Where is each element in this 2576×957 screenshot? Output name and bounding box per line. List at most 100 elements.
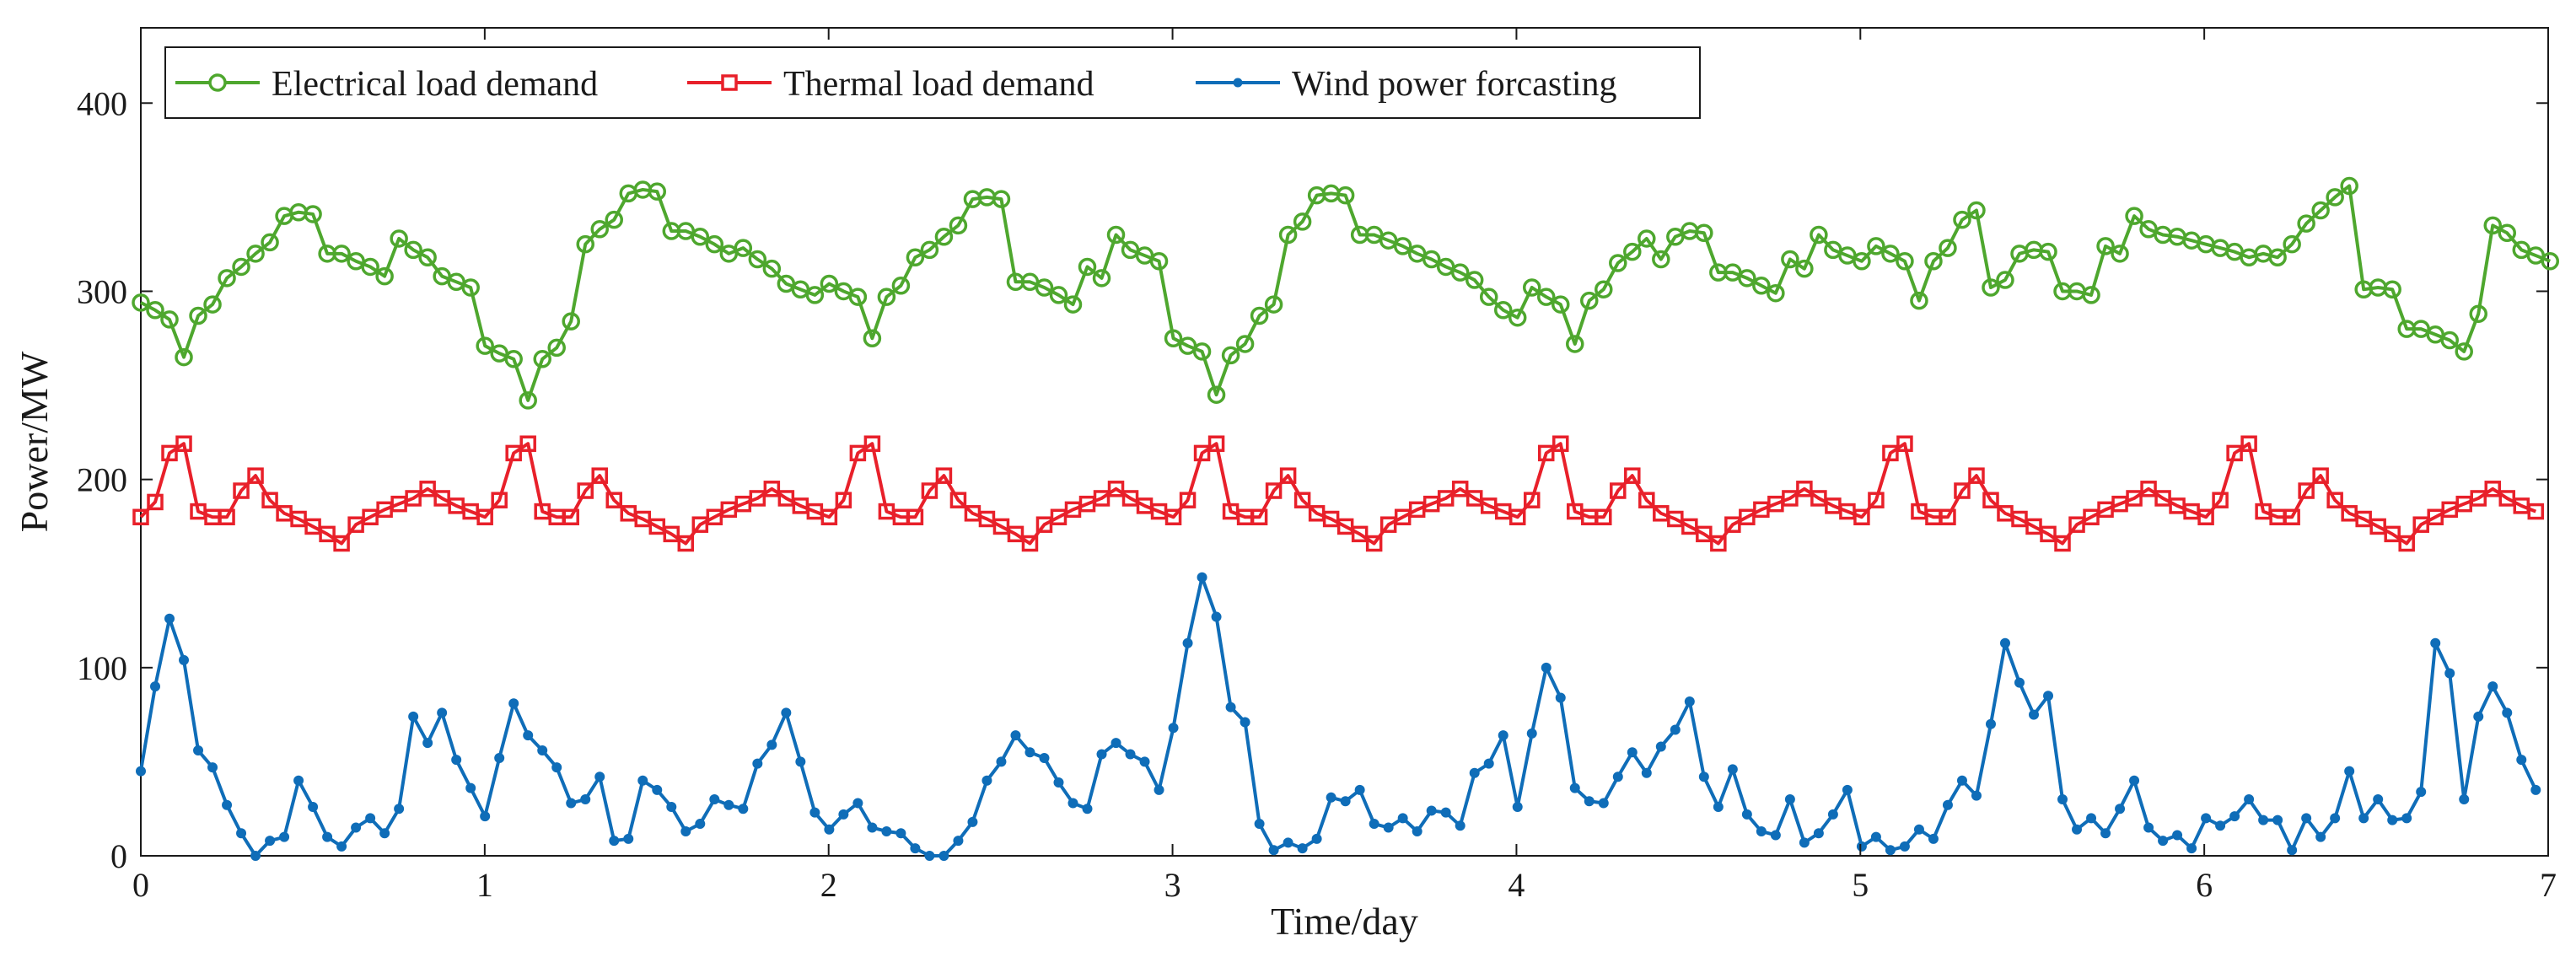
data-point-0-88 (1393, 237, 1412, 255)
data-point-2-30 (566, 798, 577, 809)
data-point-2-133 (2043, 691, 2054, 702)
data-point-2-109 (1698, 772, 1709, 782)
data-point-0-8 (246, 245, 265, 263)
data-point-1-48 (820, 508, 838, 526)
data-point-2-100 (1569, 782, 1580, 793)
data-point-0-24 (476, 336, 494, 355)
data-point-1-61 (1007, 525, 1024, 543)
data-point-0-0 (132, 293, 150, 312)
data-point-1-86 (1365, 535, 1383, 552)
data-point-2-13 (322, 831, 333, 842)
data-point-1-43 (749, 490, 766, 507)
data-point-2-47 (809, 807, 820, 818)
y-tick-label-200: 200 (77, 461, 127, 499)
data-point-0-20 (418, 248, 437, 267)
data-point-2-18 (394, 804, 405, 815)
data-point-0-123 (1896, 252, 1914, 271)
data-point-2-71 (1154, 784, 1164, 795)
data-point-1-68 (1107, 481, 1125, 497)
data-point-0-100 (1566, 335, 1584, 353)
data-point-2-74 (1197, 572, 1207, 583)
data-point-0-64 (1049, 286, 1068, 304)
data-point-1-167 (2527, 503, 2545, 520)
data-point-2-130 (1999, 637, 2010, 648)
data-point-1-147 (2240, 435, 2257, 452)
data-point-2-59 (981, 775, 992, 786)
data-point-0-78 (1250, 306, 1269, 325)
data-point-1-20 (419, 481, 436, 497)
data-point-2-165 (2502, 707, 2513, 718)
data-point-0-55 (920, 240, 939, 260)
data-point-2-3 (179, 654, 190, 665)
data-point-2-53 (895, 828, 906, 839)
data-point-0-18 (390, 229, 408, 248)
data-point-2-87 (1383, 822, 1394, 833)
data-point-2-160 (2430, 637, 2441, 648)
data-point-2-119 (1842, 784, 1853, 795)
data-point-2-121 (1870, 831, 1881, 842)
data-point-0-19 (404, 240, 422, 260)
data-point-2-91 (1440, 807, 1451, 818)
data-point-0-14 (332, 245, 351, 263)
data-point-1-2 (161, 444, 178, 462)
data-point-2-113 (1756, 825, 1767, 836)
data-point-1-24 (476, 508, 493, 526)
data-point-0-32 (590, 220, 609, 239)
data-point-2-94 (1483, 758, 1494, 769)
data-point-0-93 (1465, 271, 1484, 289)
legend-label-electrical: Electrical load demand (272, 65, 598, 104)
data-point-2-35 (637, 775, 648, 786)
data-point-2-148 (2258, 815, 2269, 825)
data-point-2-146 (2229, 811, 2240, 822)
y-tick-label-0: 0 (110, 837, 127, 875)
data-point-2-70 (1139, 756, 1150, 767)
data-point-2-163 (2473, 711, 2484, 722)
y-tick-label-300: 300 (77, 272, 127, 310)
data-point-0-51 (863, 329, 882, 347)
data-point-2-33 (609, 836, 620, 847)
data-point-1-50 (849, 444, 867, 462)
data-point-1-104 (1624, 467, 1641, 484)
data-point-1-49 (835, 492, 852, 508)
data-point-1-81 (1293, 492, 1311, 508)
data-point-2-152 (2315, 831, 2326, 842)
data-point-2-116 (1799, 837, 1810, 848)
data-point-1-7 (233, 482, 250, 499)
data-point-0-90 (1422, 250, 1441, 269)
data-point-1-9 (261, 492, 278, 508)
data-point-1-98 (1538, 444, 1555, 462)
x-tick-label-1: 1 (476, 866, 493, 904)
data-point-2-112 (1741, 809, 1752, 820)
data-point-2-167 (2530, 784, 2541, 795)
data-point-1-109 (1696, 525, 1713, 543)
data-point-0-104 (1623, 242, 1642, 261)
plot-frame (140, 27, 2549, 857)
data-point-2-10 (279, 831, 290, 842)
data-point-1-73 (1179, 492, 1197, 508)
data-point-2-15 (351, 822, 362, 833)
data-point-0-47 (805, 286, 825, 304)
data-point-0-92 (1450, 263, 1470, 282)
data-point-1-120 (1853, 508, 1870, 526)
data-point-2-129 (1985, 718, 1996, 729)
data-point-0-16 (361, 257, 379, 277)
data-point-0-6 (218, 269, 236, 288)
data-point-2-49 (838, 809, 849, 820)
data-point-1-97 (1523, 492, 1541, 508)
data-point-1-32 (591, 467, 608, 484)
data-point-0-153 (2326, 188, 2344, 207)
data-point-1-3 (175, 435, 192, 452)
data-point-0-3 (175, 347, 193, 367)
data-point-0-80 (1278, 225, 1298, 245)
data-point-0-99 (1552, 295, 1570, 314)
data-point-0-31 (576, 234, 594, 254)
data-point-2-69 (1125, 749, 1136, 760)
data-point-1-30 (562, 508, 579, 526)
x-tick-label-2: 2 (820, 866, 837, 904)
data-point-1-19 (405, 490, 422, 507)
data-point-0-42 (734, 239, 753, 257)
y-tick-label-100: 100 (77, 649, 127, 687)
data-point-0-71 (1149, 252, 1169, 271)
data-point-2-16 (365, 813, 376, 824)
data-point-0-26 (504, 350, 523, 368)
